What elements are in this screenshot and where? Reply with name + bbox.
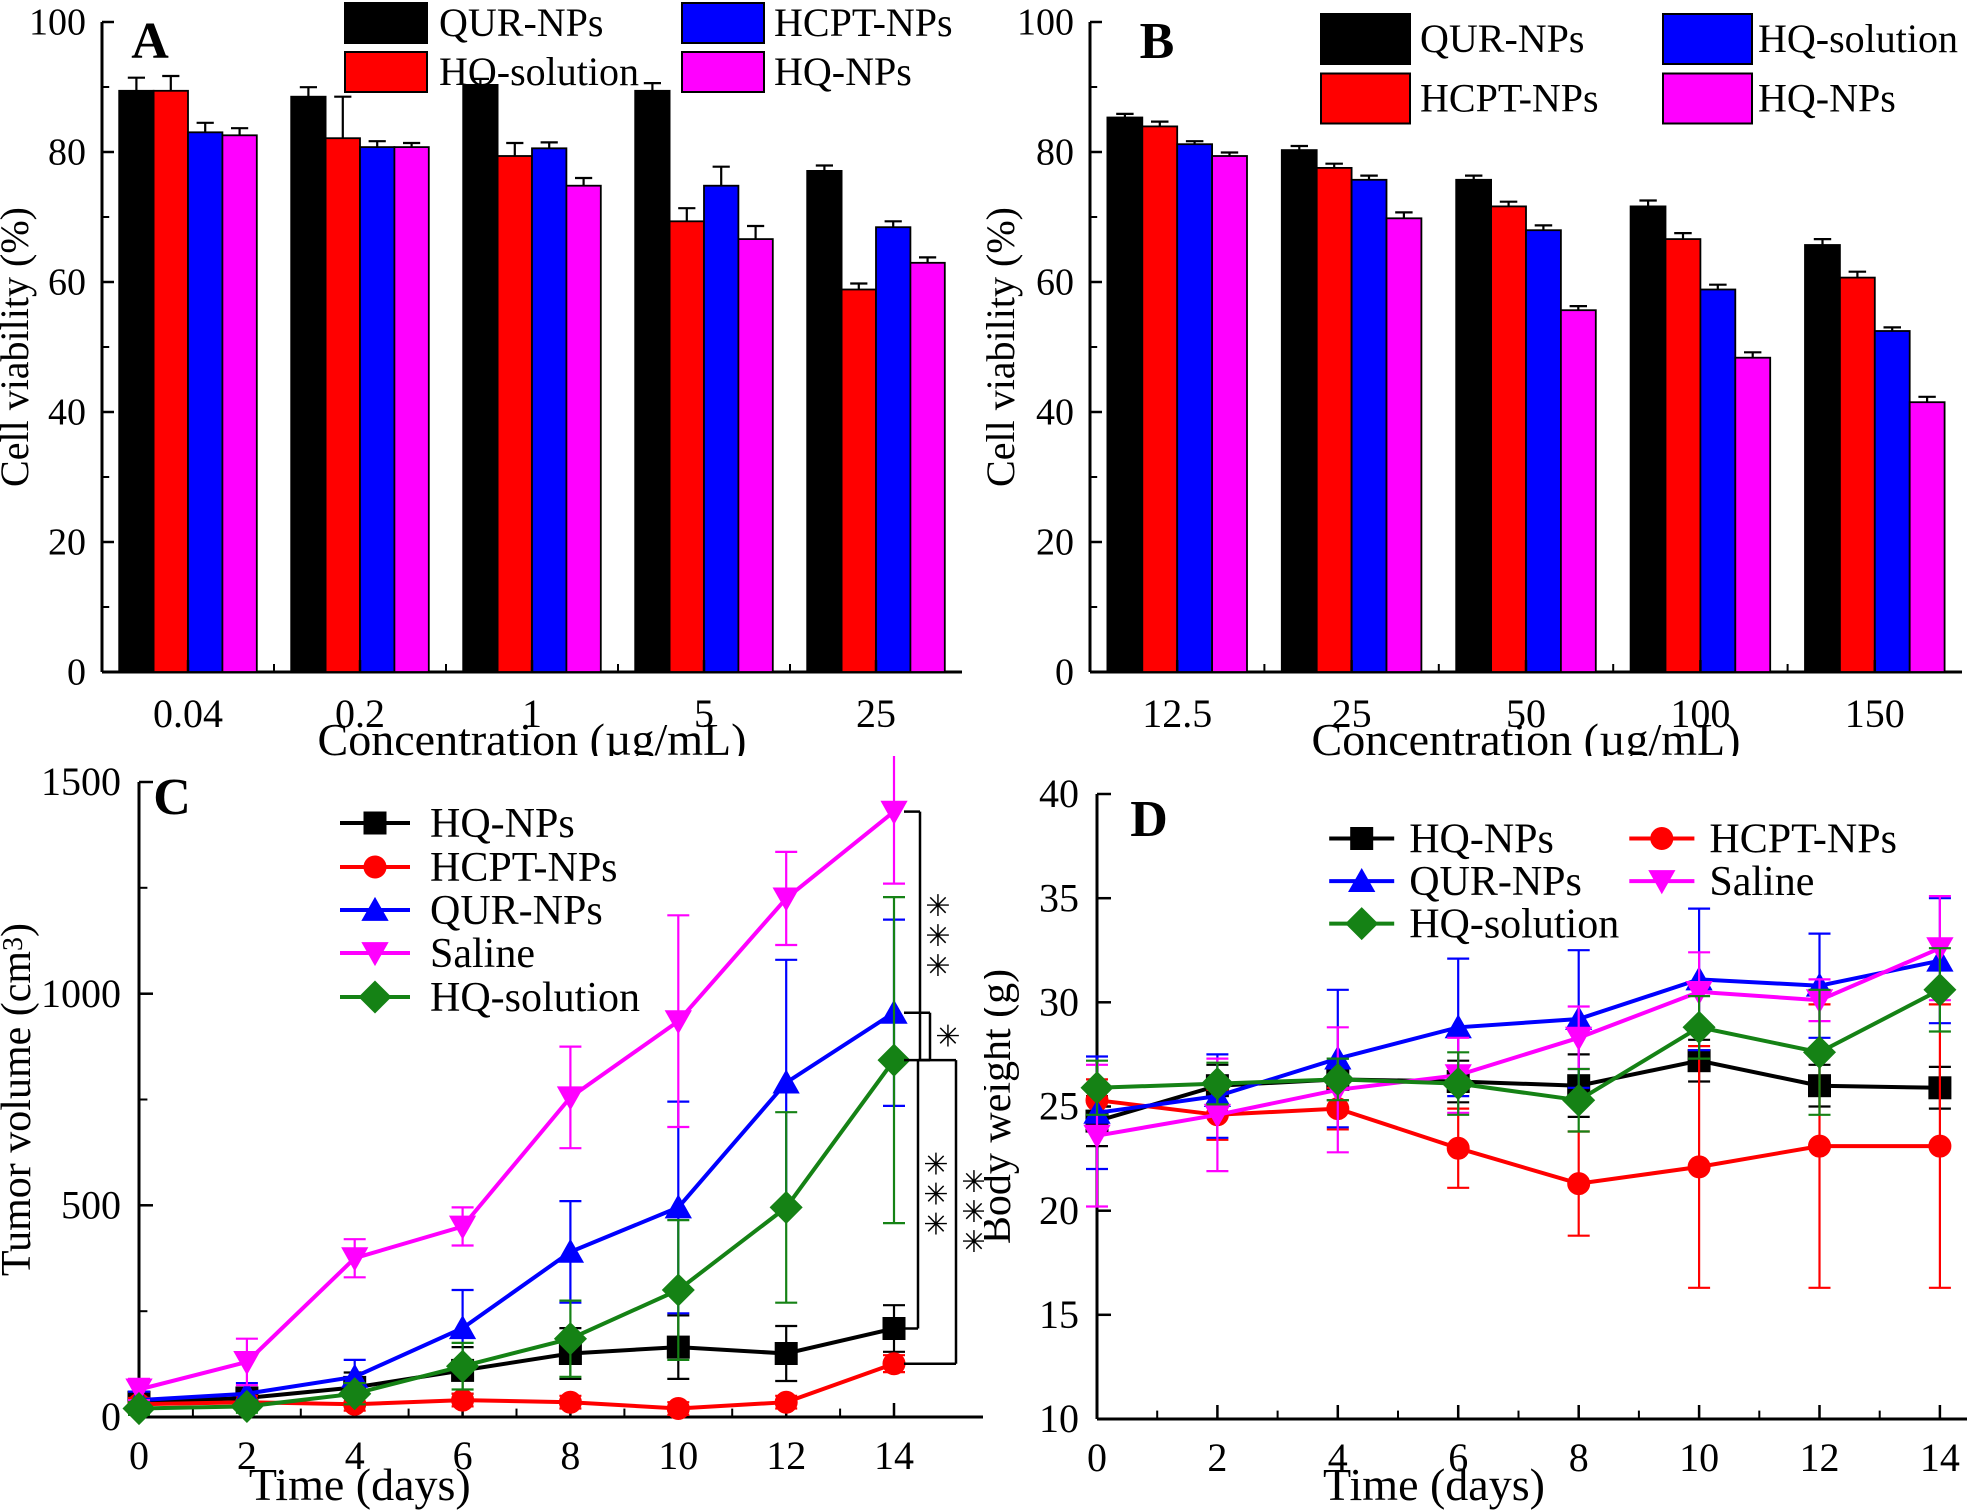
svg-text:8: 8 — [560, 1433, 580, 1478]
svg-text:80: 80 — [48, 132, 86, 174]
svg-text:D: D — [1130, 791, 1168, 848]
svg-text:HCPT-NPs: HCPT-NPs — [774, 0, 953, 45]
svg-text:Concentration (µg/mL): Concentration (µg/mL) — [1312, 714, 1741, 756]
svg-text:Concentration (µg/mL): Concentration (µg/mL) — [318, 714, 747, 756]
svg-text:Saline: Saline — [1709, 859, 1814, 905]
svg-text:HCPT-NPs: HCPT-NPs — [430, 845, 618, 891]
svg-text:Cell viability (%): Cell viability (%) — [0, 207, 37, 487]
svg-text:Cell viability (%): Cell viability (%) — [984, 207, 1023, 487]
svg-text:20: 20 — [1036, 522, 1074, 564]
svg-text:40: 40 — [1036, 392, 1074, 434]
svg-text:40: 40 — [48, 392, 86, 434]
svg-text:HCPT-NPs: HCPT-NPs — [1420, 76, 1599, 121]
svg-text:25: 25 — [856, 691, 896, 736]
svg-text:HQ-NPs: HQ-NPs — [430, 801, 575, 847]
svg-text:QUR-NPs: QUR-NPs — [1409, 859, 1582, 905]
svg-text:HQ-NPs: HQ-NPs — [1758, 76, 1896, 121]
svg-text:Time (days): Time (days) — [249, 1459, 471, 1510]
svg-text:HQ-NPs: HQ-NPs — [1409, 817, 1554, 863]
svg-text:10: 10 — [658, 1433, 698, 1478]
svg-text:✳: ✳ — [923, 1148, 948, 1181]
svg-text:C: C — [153, 769, 191, 826]
svg-text:✳: ✳ — [961, 1196, 984, 1229]
svg-text:0.04: 0.04 — [153, 691, 223, 736]
svg-text:Body weight (g): Body weight (g) — [984, 969, 1020, 1244]
svg-text:QUR-NPs: QUR-NPs — [430, 888, 603, 934]
svg-text:12: 12 — [1800, 1435, 1840, 1480]
svg-text:✳: ✳ — [935, 1020, 960, 1053]
svg-text:✳: ✳ — [961, 1226, 984, 1259]
svg-text:12.5: 12.5 — [1142, 691, 1212, 736]
svg-text:20: 20 — [48, 522, 86, 564]
svg-text:0: 0 — [101, 1394, 121, 1439]
svg-text:HQ-solution: HQ-solution — [439, 49, 639, 94]
svg-text:Time (days): Time (days) — [1323, 1459, 1545, 1510]
svg-text:Saline: Saline — [430, 931, 535, 977]
svg-text:40: 40 — [1039, 771, 1079, 816]
svg-text:0: 0 — [67, 652, 86, 694]
svg-text:100: 100 — [1017, 2, 1074, 44]
svg-text:25: 25 — [1039, 1084, 1079, 1129]
svg-text:500: 500 — [61, 1183, 121, 1228]
svg-text:B: B — [1140, 13, 1175, 70]
svg-text:80: 80 — [1036, 132, 1074, 174]
svg-text:HQ-NPs: HQ-NPs — [774, 49, 912, 94]
svg-text:QUR-NPs: QUR-NPs — [1420, 16, 1584, 61]
svg-text:HQ-solution: HQ-solution — [430, 975, 640, 1021]
svg-text:✳: ✳ — [923, 1208, 948, 1241]
svg-text:1000: 1000 — [41, 971, 121, 1016]
svg-text:✳: ✳ — [925, 920, 950, 953]
svg-text:HQ-solution: HQ-solution — [1758, 16, 1958, 61]
svg-text:0: 0 — [1055, 652, 1074, 694]
svg-text:✳: ✳ — [923, 1178, 948, 1211]
svg-text:20: 20 — [1039, 1188, 1079, 1233]
svg-text:QUR-NPs: QUR-NPs — [439, 0, 603, 45]
svg-text:✳: ✳ — [925, 950, 950, 983]
svg-text:15: 15 — [1039, 1292, 1079, 1337]
svg-text:HCPT-NPs: HCPT-NPs — [1709, 817, 1897, 863]
svg-text:14: 14 — [874, 1433, 914, 1478]
svg-text:A: A — [131, 13, 169, 70]
svg-text:14: 14 — [1920, 1435, 1960, 1480]
svg-text:0: 0 — [1087, 1435, 1107, 1480]
svg-text:150: 150 — [1845, 691, 1905, 736]
svg-text:10: 10 — [1679, 1435, 1719, 1480]
svg-text:✳: ✳ — [961, 1166, 984, 1199]
svg-text:100: 100 — [29, 2, 86, 44]
svg-text:HQ-solution: HQ-solution — [1409, 902, 1619, 948]
svg-text:35: 35 — [1039, 875, 1079, 920]
svg-text:2: 2 — [1207, 1435, 1227, 1480]
svg-text:12: 12 — [766, 1433, 806, 1478]
svg-text:60: 60 — [1036, 262, 1074, 304]
svg-text:10: 10 — [1039, 1396, 1079, 1441]
svg-text:0: 0 — [129, 1433, 149, 1478]
svg-text:30: 30 — [1039, 980, 1079, 1025]
svg-text:Tumor volume (cm3): Tumor volume (cm3) — [0, 923, 40, 1276]
svg-text:60: 60 — [48, 262, 86, 304]
svg-text:✳: ✳ — [925, 890, 950, 923]
svg-text:1500: 1500 — [41, 759, 121, 804]
svg-text:8: 8 — [1569, 1435, 1589, 1480]
